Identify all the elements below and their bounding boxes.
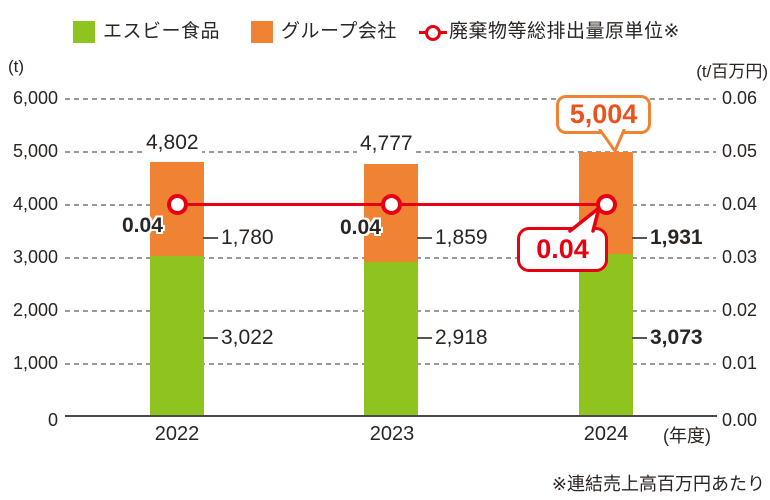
total-label-2023: 4,777 bbox=[357, 132, 416, 156]
right-tick-000: 0.00 bbox=[722, 410, 758, 430]
sb-label-2023: 2,918 bbox=[417, 326, 488, 350]
right-tick-004: 0.04 bbox=[722, 194, 758, 214]
left-tick-2000: 2,000 bbox=[12, 300, 58, 320]
legend-circle-icon bbox=[425, 25, 441, 41]
rate-callout-tail bbox=[568, 206, 601, 233]
left-tick-0: 0 bbox=[47, 410, 58, 430]
total-label-2022: 4,802 bbox=[143, 131, 202, 155]
footnote: ※連結売上高百万円あたり bbox=[551, 474, 765, 494]
group-label-2024: 1,931 bbox=[632, 226, 703, 250]
left-axis-unit: (t) bbox=[8, 57, 25, 76]
left-tick-4000: 4,000 bbox=[12, 194, 58, 214]
label-tick bbox=[632, 337, 647, 339]
left-tick-3000: 3,000 bbox=[12, 247, 58, 267]
label-tick bbox=[203, 337, 218, 339]
x-axis-line bbox=[65, 415, 717, 417]
right-tick-005: 0.05 bbox=[722, 141, 758, 161]
right-tick-006: 0.06 bbox=[722, 88, 758, 108]
right-tick-002: 0.02 bbox=[722, 300, 758, 320]
label-tick bbox=[632, 237, 647, 239]
right-tick-001: 0.01 bbox=[722, 353, 758, 373]
sb-label-2024: 3,073 bbox=[632, 326, 703, 350]
total-callout-tail bbox=[598, 129, 626, 153]
intensity-marker-2022 bbox=[167, 194, 188, 215]
group-label-2022: 1,780 bbox=[203, 226, 274, 250]
x-tick-2022: 2022 bbox=[154, 423, 200, 445]
sb-label-2022: 3,022 bbox=[203, 326, 274, 350]
intensity-marker-2023 bbox=[381, 194, 402, 215]
legend-label-sb-foods: エスビー食品 bbox=[103, 21, 221, 42]
rate-label-2022: 0.04 bbox=[122, 214, 163, 237]
x-tick-2024: 2024 bbox=[583, 423, 629, 445]
legend-label-waste-intensity: 廃棄物等総排出量原単位※ bbox=[449, 21, 680, 42]
left-tick-5000: 5,000 bbox=[12, 141, 58, 161]
bar-2022-sb-segment bbox=[150, 256, 204, 415]
legend-swatch-sb-foods bbox=[73, 21, 95, 43]
x-tick-2023: 2023 bbox=[369, 423, 415, 445]
left-tick-6000: 6,000 bbox=[12, 88, 58, 108]
group-label-2023: 1,859 bbox=[417, 226, 488, 250]
legend-label-group-companies: グループ会社 bbox=[281, 21, 397, 42]
bar-2024-sb-segment bbox=[579, 254, 633, 415]
label-tick bbox=[417, 337, 432, 339]
right-axis-unit: (t/百万円) bbox=[696, 62, 768, 81]
intensity-marker-2024 bbox=[596, 194, 617, 215]
label-tick bbox=[417, 237, 432, 239]
left-tick-1000: 1,000 bbox=[12, 353, 58, 373]
x-axis-unit: (年度) bbox=[663, 426, 711, 446]
label-tick bbox=[203, 237, 218, 239]
total-callout-2024: 5,004 bbox=[556, 95, 651, 134]
right-tick-003: 0.03 bbox=[722, 247, 758, 267]
bar-2023-sb-segment bbox=[364, 262, 418, 415]
rate-callout-2024: 0.04 bbox=[517, 227, 608, 272]
gridline-6000 bbox=[65, 98, 716, 100]
rate-label-2023: 0.04 bbox=[340, 216, 381, 239]
legend-swatch-group-companies bbox=[251, 21, 273, 43]
